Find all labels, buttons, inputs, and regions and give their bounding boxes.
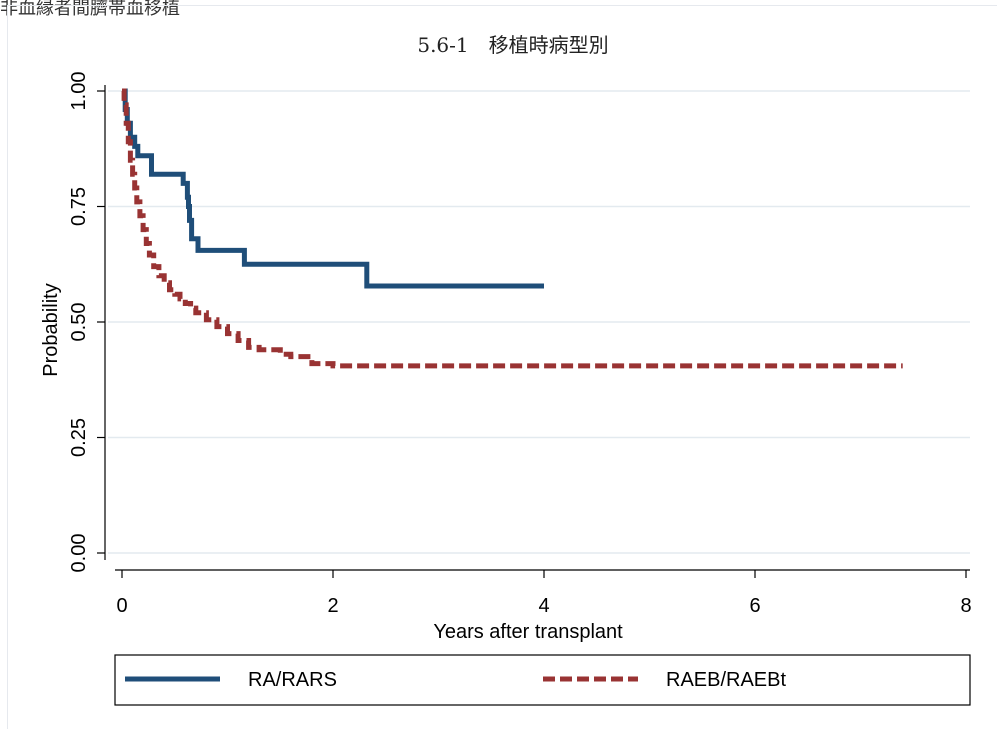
y-tick-label: 0.75 [68,187,90,226]
x-tick-label: 2 [327,595,338,617]
y-tick-label: 0.50 [68,303,90,342]
chart-title: 5.6-1 移植時病型別 [417,33,608,57]
x-axis-title: Years after transplant [433,621,623,643]
series-layer [121,88,903,369]
x-ticks: 0 2 4 6 8 [116,570,972,617]
series-line-2 [121,88,903,369]
y-axis-title: Probability [40,283,62,376]
grid [108,90,970,554]
legend-box [114,654,971,706]
x-tick-label: 0 [116,595,127,617]
legend-label-1: RA/RARS [248,669,337,691]
legend: RA/RARS RAEB/RAEBt [114,654,971,706]
page-header-text: 非血縁者間臍帯血移植 [0,0,180,19]
x-tick-label: 6 [749,595,760,617]
y-ticks: 0.00 0.25 0.50 0.75 1.00 [68,72,105,573]
chart-frame [7,5,997,729]
x-tick-label: 8 [960,595,971,617]
y-tick-label: 1.00 [68,72,90,111]
x-tick-label: 4 [538,595,549,617]
y-tick-label: 0.00 [68,534,90,573]
legend-label-2: RAEB/RAEBt [666,669,786,691]
series-line-1 [122,88,544,289]
y-tick-label: 0.25 [68,418,90,457]
axes [104,85,970,571]
